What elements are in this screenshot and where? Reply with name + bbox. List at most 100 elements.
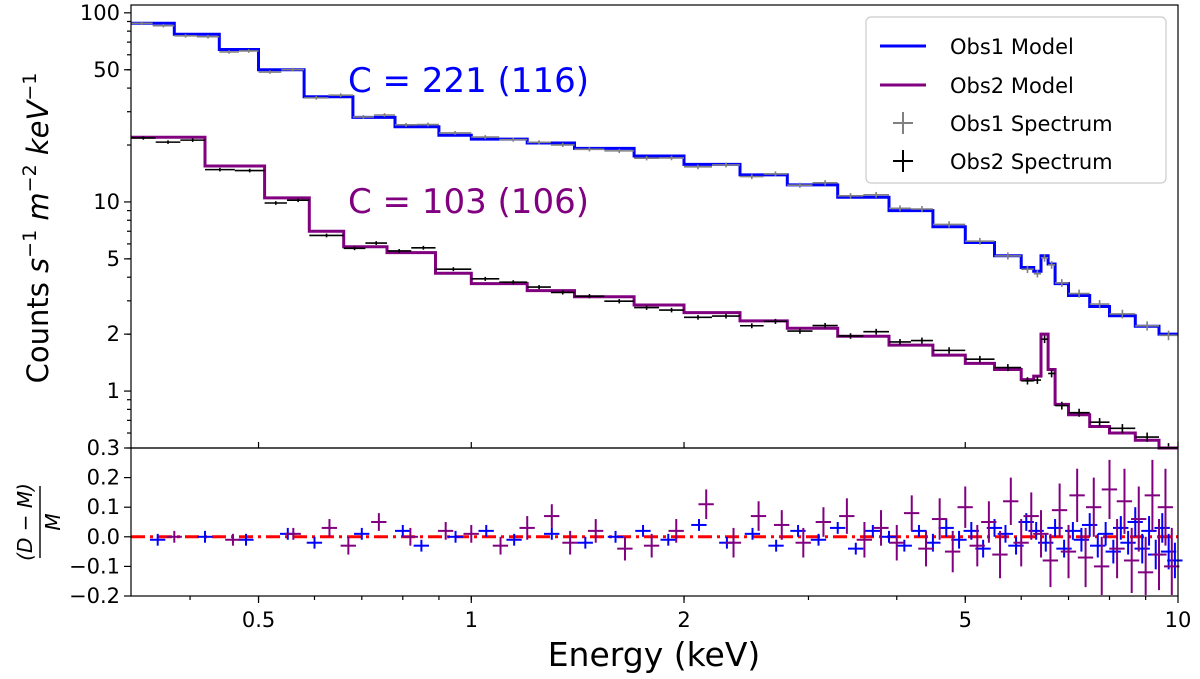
spectrum-point-obs2 xyxy=(180,138,206,142)
residual-point-obs2 xyxy=(1033,510,1049,558)
residual-point-obs2 xyxy=(888,524,905,561)
residual-point-obs2 xyxy=(225,533,241,546)
residual-point-obs1 xyxy=(544,527,560,540)
legend-label-obs1-model: Obs1 Model xyxy=(950,35,1074,59)
spectrum-point-obs2 xyxy=(863,328,889,335)
spectrum-point-obs1 xyxy=(527,140,551,145)
residual-point-obs1 xyxy=(1105,539,1121,564)
legend-label-obs1-spectrum: Obs1 Spectrum xyxy=(950,112,1113,136)
residual-point-obs1 xyxy=(395,524,411,537)
residual-point-obs2 xyxy=(285,527,301,540)
residual-point-obs1 xyxy=(829,522,846,534)
spectrum-point-obs1 xyxy=(787,182,813,188)
residual-point-obs2 xyxy=(519,516,535,540)
residual-point-obs1 xyxy=(881,530,897,543)
residual-point-obs2 xyxy=(1013,519,1029,567)
spectrum-point-obs2 xyxy=(888,338,911,345)
bottom-panel-frame xyxy=(130,447,1179,597)
residual-point-obs2 xyxy=(1109,519,1125,579)
residual-point-obs2 xyxy=(856,522,873,558)
residual-point-obs1 xyxy=(911,524,927,537)
spectrum-point-obs2 xyxy=(712,313,740,319)
spectrum-point-obs2 xyxy=(1055,401,1069,410)
spectrum-point-obs2 xyxy=(634,305,660,310)
spectrum-point-obs1 xyxy=(837,193,864,199)
spectrum-point-obs1 xyxy=(994,252,1022,260)
spectrum-point-obs1 xyxy=(1089,299,1110,309)
spectrum-point-obs2 xyxy=(309,233,344,238)
spectrum-point-obs1 xyxy=(1135,321,1160,331)
spectrum-point-obs2 xyxy=(994,364,1022,372)
residual-point-obs2 xyxy=(1116,468,1133,534)
spectrum-point-obs2 xyxy=(387,249,412,253)
residual-point-obs2 xyxy=(1003,477,1019,525)
residual-point-obs2 xyxy=(698,489,714,520)
spectrum-point-obs1 xyxy=(574,147,605,152)
residual-point-obs1 xyxy=(1097,522,1114,546)
x-tick-label: 5 xyxy=(959,608,972,632)
residual-point-obs1 xyxy=(951,530,967,549)
residual-point-obs2 xyxy=(1051,483,1068,537)
spectrum-point-obs2 xyxy=(1089,418,1110,427)
spectrum-panel: 1 2 5 10 50 100 C = 221 (116) C = 103 (106) O… xyxy=(19,1,1179,450)
spectrum-point-obs2 xyxy=(1109,424,1136,433)
spectrum-point-obs2 xyxy=(435,267,472,272)
spectrum-point-obs2 xyxy=(471,276,500,281)
bottom-y-tick-label: 0.3 xyxy=(87,436,120,460)
spectrum-point-obs1 xyxy=(152,23,175,28)
residual-point-obs2 xyxy=(918,530,934,567)
residual-point-obs2 xyxy=(992,530,1008,579)
spectrum-point-obs2 xyxy=(499,280,528,285)
residual-point-obs2 xyxy=(321,519,338,537)
residual-point-obs2 xyxy=(587,519,604,543)
spectrum-point-obs1 xyxy=(471,135,500,140)
spectrum-point-obs1 xyxy=(196,34,220,39)
spectrum-point-obs2 xyxy=(234,168,265,173)
ylabel-m-exp: −2 xyxy=(19,164,41,192)
spectrum-point-obs1 xyxy=(131,21,153,26)
spectrum-point-obs1 xyxy=(1109,309,1136,319)
residual-point-obs2 xyxy=(1151,519,1167,591)
residual-point-obs2 xyxy=(402,527,418,546)
residual-point-obs2 xyxy=(1069,468,1085,522)
bottom-y-tick-label: −0.1 xyxy=(69,554,120,578)
residual-y-axis-label: (D − M) M xyxy=(13,483,65,561)
spectrum-point-obs1 xyxy=(812,180,838,186)
spectrum-point-obs2 xyxy=(411,245,436,250)
spectrum-point-obs1 xyxy=(304,96,329,100)
residual-point-obs1 xyxy=(478,524,494,537)
spectrum-point-obs1 xyxy=(258,70,282,74)
spectrum-point-obs1 xyxy=(739,174,764,180)
residual-point-obs1 xyxy=(865,524,881,537)
spectrum-point-obs2 xyxy=(131,136,156,140)
spectrum-point-obs2 xyxy=(1135,432,1160,442)
spectrum-point-obs1 xyxy=(416,122,439,127)
spectrum-point-obs2 xyxy=(1021,377,1034,385)
residual-point-obs1 xyxy=(413,539,429,552)
model-line-obs1 xyxy=(131,21,1178,336)
spectrum-point-obs1 xyxy=(1021,265,1034,273)
residual-point-obs1 xyxy=(1167,542,1183,579)
residual-point-obs1 xyxy=(607,530,624,543)
residual-point-obs2 xyxy=(492,536,509,555)
spectrum-point-obs1 xyxy=(328,93,353,98)
residual-point-obs1 xyxy=(577,536,593,549)
spectrum-point-obs2 xyxy=(1041,335,1049,344)
x-axis-label: Energy (keV) xyxy=(548,635,761,674)
x-tick-label: 1 xyxy=(465,608,478,632)
residual-point-obs2 xyxy=(463,524,479,543)
spectrum-point-obs1 xyxy=(238,49,259,53)
x-tick-label: 0.5 xyxy=(242,608,275,632)
residual-point-obs1 xyxy=(1141,516,1157,546)
top-y-tick-label: 5 xyxy=(107,247,120,271)
top-y-tick-label: 1 xyxy=(107,379,120,403)
residual-point-obs2 xyxy=(725,527,742,558)
spectrum-point-obs1 xyxy=(1055,279,1069,287)
spectrum-point-obs2 xyxy=(264,201,287,205)
bottom-y-tick-label: 0.0 xyxy=(87,525,120,549)
residual-point-obs2 xyxy=(981,501,997,543)
residual-point-obs1 xyxy=(938,519,954,537)
residual-point-obs2 xyxy=(815,507,832,537)
residual-point-obs2 xyxy=(1077,527,1094,588)
